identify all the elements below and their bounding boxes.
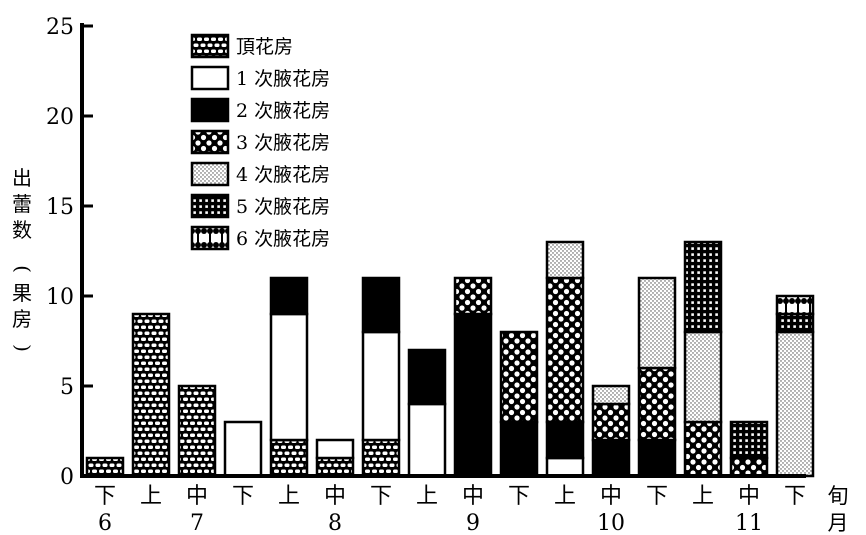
bar-segment-15-series-4 bbox=[775, 330, 815, 478]
bar-segment-6-series-2 bbox=[361, 276, 401, 334]
bar-segment-4-series-0 bbox=[269, 438, 309, 478]
legend-swatch-1 bbox=[190, 65, 230, 91]
legend-label-0: 頂花房 bbox=[236, 36, 293, 58]
y-tick-label-4: 20 bbox=[46, 105, 74, 130]
legend-swatch-2 bbox=[190, 97, 230, 123]
month-label-4: 10 bbox=[597, 511, 625, 535]
x-category-label-2: 中 bbox=[186, 484, 208, 509]
bar-segment-11-series-4 bbox=[591, 384, 631, 406]
month-label-3: 9 bbox=[466, 511, 480, 535]
y-axis-label-char-3: ( bbox=[11, 265, 35, 273]
bar-segment-14-series-3 bbox=[729, 456, 769, 478]
y-tick-label-5: 25 bbox=[46, 15, 74, 40]
x-category-labels: 下上中下上中下上中下上中下上中下 bbox=[94, 484, 806, 509]
plot-area: 0510152025 下上中下上中下上中下上中下上中下 6 7 8 9 10 11 出蕾数… bbox=[11, 15, 849, 535]
x-axis-label: 旬月 bbox=[828, 484, 849, 535]
x-category-label-7: 上 bbox=[416, 484, 438, 509]
bar-segment-10-series-3 bbox=[545, 276, 585, 424]
x-category-label-14: 中 bbox=[738, 484, 760, 509]
month-label-5: 11 bbox=[735, 511, 763, 535]
legend-label-1: 1 次腋花房 bbox=[236, 68, 330, 90]
y-axis-label-char-6: ) bbox=[11, 344, 35, 352]
bar-segment-9-series-3 bbox=[499, 330, 539, 424]
y-axis-label-char-5: 房 bbox=[12, 307, 32, 331]
x-category-label-3: 下 bbox=[232, 484, 254, 509]
x-category-label-0: 下 bbox=[94, 484, 116, 509]
bar-segment-11-series-2 bbox=[591, 438, 631, 478]
legend-swatch-0 bbox=[190, 33, 230, 59]
y-axis-label-char-0: 出 bbox=[12, 166, 32, 190]
month-label-1: 7 bbox=[190, 511, 204, 535]
x-category-label-13: 上 bbox=[692, 484, 714, 509]
bars-layer bbox=[85, 240, 815, 478]
y-tick-label-2: 10 bbox=[46, 285, 74, 310]
x-category-label-10: 上 bbox=[554, 484, 576, 509]
y-axis-label-char-4: 果 bbox=[12, 281, 32, 305]
x-category-label-6: 下 bbox=[370, 484, 392, 509]
bar-segment-8-series-3 bbox=[453, 276, 493, 316]
bar-segment-5-series-1 bbox=[315, 438, 355, 460]
bar-segment-12-series-2 bbox=[637, 438, 677, 478]
x-category-label-11: 中 bbox=[600, 484, 622, 509]
bar-segment-4-series-2 bbox=[269, 276, 309, 316]
bar-segment-9-series-2 bbox=[499, 420, 539, 478]
y-tick-label-3: 15 bbox=[46, 195, 74, 220]
x-category-label-12: 下 bbox=[646, 484, 668, 509]
legend-swatch-3 bbox=[190, 129, 230, 155]
bar-segment-10-series-2 bbox=[545, 420, 585, 460]
bar-segment-6-series-1 bbox=[361, 330, 401, 442]
legend-swatch-5 bbox=[190, 193, 230, 219]
month-label-0: 6 bbox=[98, 511, 112, 535]
bar-segment-4-series-1 bbox=[269, 312, 309, 442]
bar-segment-13-series-3 bbox=[683, 420, 723, 478]
bar-segment-15-series-5 bbox=[775, 312, 815, 334]
y-axis-label-char-1: 蕾 bbox=[12, 192, 32, 216]
bar-segment-11-series-3 bbox=[591, 402, 631, 442]
bar-segment-0-series-0 bbox=[85, 456, 125, 478]
y-tick-label-0: 0 bbox=[60, 465, 74, 490]
x-category-label-8: 中 bbox=[462, 484, 484, 509]
bar-segment-7-series-2 bbox=[407, 348, 447, 406]
legend-label-6: 6 次腋花房 bbox=[236, 228, 330, 250]
bar-segment-8-series-2 bbox=[453, 312, 493, 478]
bar-segment-14-series-5 bbox=[729, 420, 769, 460]
bar-segment-13-series-4 bbox=[683, 330, 723, 424]
legend-label-4: 4 次腋花房 bbox=[236, 164, 330, 186]
bar-segment-1-series-0 bbox=[131, 312, 171, 478]
month-label-2: 8 bbox=[328, 511, 342, 535]
bar-segment-6-series-0 bbox=[361, 438, 401, 478]
bar-segment-13-series-5 bbox=[683, 240, 723, 334]
y-tick-label-1: 5 bbox=[60, 375, 74, 400]
bar-segment-12-series-3 bbox=[637, 366, 677, 442]
y-axis-label-char-2: 数 bbox=[12, 218, 32, 242]
bar-segment-2-series-0 bbox=[177, 384, 217, 478]
bar-segment-3-series-1 bbox=[223, 420, 263, 478]
legend-swatch-6 bbox=[190, 225, 230, 251]
legend-swatch-4 bbox=[190, 161, 230, 187]
bar-segment-5-series-0 bbox=[315, 456, 355, 478]
y-axis-label: 出蕾数 ( 果房) bbox=[11, 166, 35, 352]
x-axis-label-char-0: 旬 bbox=[828, 484, 849, 508]
legend-label-2: 2 次腋花房 bbox=[236, 100, 330, 122]
month-labels: 6 7 8 9 10 11 bbox=[98, 511, 763, 535]
bar-segment-10-series-1 bbox=[545, 456, 585, 478]
legend-label-3: 3 次腋花房 bbox=[236, 132, 330, 154]
x-category-label-9: 下 bbox=[508, 484, 530, 509]
x-category-label-15: 下 bbox=[784, 484, 806, 509]
legend: 頂花房 1 次腋花房 2 次腋花房 3 次腋花房 4 次腋花房 5 次腋花房 6 次腋花房 bbox=[190, 33, 330, 251]
bar-segment-7-series-1 bbox=[407, 402, 447, 478]
bar-segment-15-series-6 bbox=[775, 294, 815, 316]
x-category-label-1: 上 bbox=[140, 484, 162, 509]
x-axis-label-char-1: 月 bbox=[828, 511, 849, 535]
y-ticks-layer: 0 5 10 15 20 25 bbox=[46, 15, 93, 490]
x-category-label-4: 上 bbox=[278, 484, 300, 509]
x-category-label-5: 中 bbox=[324, 484, 346, 509]
bar-segment-10-series-4 bbox=[545, 240, 585, 280]
bar-segment-12-series-4 bbox=[637, 276, 677, 370]
legend-label-5: 5 次腋花房 bbox=[236, 196, 330, 218]
